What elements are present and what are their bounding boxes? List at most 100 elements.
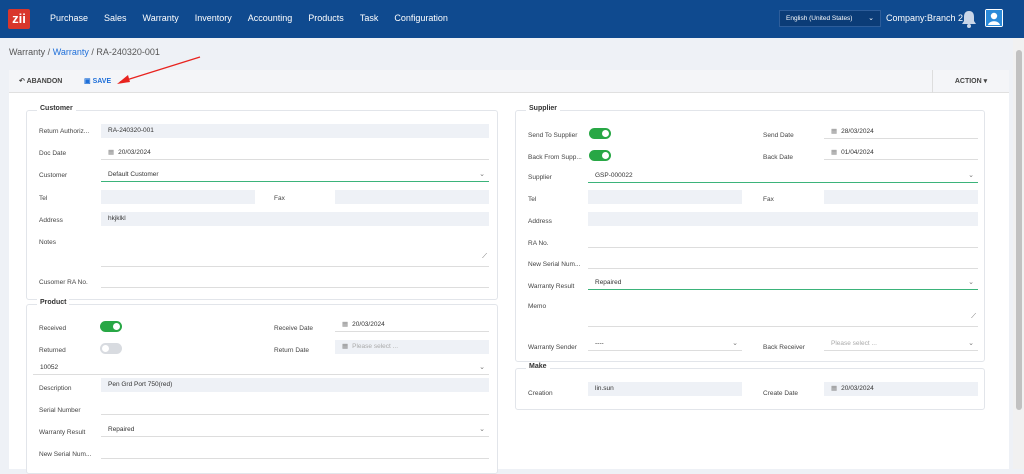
received-toggle[interactable] — [100, 321, 122, 332]
serial-number-field[interactable] — [101, 401, 489, 415]
customer-panel: Customer Return Authoriz... RA-240320-00… — [26, 105, 498, 300]
return-date-field[interactable]: ▦ Please select ... — [335, 340, 489, 354]
back-from-supplier-toggle[interactable] — [589, 150, 611, 161]
supplier-value: GSP-000022 — [595, 172, 633, 179]
supplier-warranty-result-select[interactable]: Repaired ⌄ — [588, 276, 978, 290]
page-scrollbar[interactable] — [1013, 38, 1024, 469]
chevron-down-icon: ⌄ — [479, 426, 485, 433]
back-date-field[interactable]: ▦ 01/04/2024 — [824, 146, 978, 160]
supplier-new-serial-label: New Serial Num... — [528, 261, 581, 268]
calendar-icon: ▦ — [108, 149, 115, 156]
supplier-fax-label: Fax — [763, 196, 774, 203]
nav-task[interactable]: Task — [359, 13, 379, 23]
action-dropdown[interactable]: ACTION ▾ — [932, 70, 1009, 93]
serial-number-label: Serial Number — [39, 407, 81, 414]
product-warranty-result-value: Repaired — [108, 426, 135, 433]
description-field[interactable]: Pen Grd Port 750(red) — [101, 378, 489, 392]
warranty-sender-value: ---- — [595, 340, 604, 347]
nav-configuration[interactable]: Configuration — [394, 13, 448, 23]
return-date-label: Return Date — [274, 347, 310, 354]
doc-date-value: 20/03/2024 — [118, 149, 151, 156]
notes-textarea[interactable]: ⟋ — [101, 234, 489, 267]
save-button[interactable]: ▣ SAVE — [84, 77, 111, 85]
user-avatar-icon[interactable] — [985, 9, 1003, 27]
address-label: Address — [39, 217, 63, 224]
nav-accounting[interactable]: Accounting — [247, 13, 293, 23]
notes-label: Notes — [39, 239, 56, 246]
receive-date-label: Receive Date — [274, 325, 314, 332]
top-navbar: zii Purchase Sales Warranty Inventory Ac… — [0, 0, 1024, 38]
chevron-down-icon: ⌄ — [479, 364, 485, 371]
customer-select[interactable]: Default Customer ⌄ — [101, 168, 489, 182]
supplier-new-serial-field[interactable] — [588, 255, 978, 269]
memo-textarea[interactable]: ⟋ — [588, 299, 978, 327]
breadcrumb-link-warranty[interactable]: Warranty — [52, 47, 89, 57]
calendar-icon: ▦ — [831, 128, 838, 135]
supplier-address-label: Address — [528, 218, 552, 225]
annotation-arrow — [117, 56, 201, 84]
form-content: Customer Return Authoriz... RA-240320-00… — [9, 93, 1009, 474]
creation-label: Creation — [528, 390, 553, 397]
abandon-button[interactable]: ↶ ABANDON — [19, 77, 62, 85]
customer-ra-label: Cusomer RA No. — [39, 279, 88, 286]
product-new-serial-field[interactable] — [101, 445, 489, 459]
product-warranty-result-label: Warranty Result — [39, 429, 86, 436]
supplier-fax-field[interactable] — [824, 190, 978, 204]
return-auth-field[interactable]: RA-240320-001 — [101, 124, 489, 138]
supplier-panel: Supplier Send To Supplier Send Date ▦ 28/… — [515, 105, 985, 362]
create-date-field[interactable]: ▦ 20/03/2024 — [824, 382, 978, 396]
supplier-select[interactable]: GSP-000022 ⌄ — [588, 169, 978, 183]
floppy-disk-icon: ▣ — [84, 78, 91, 85]
resize-handle-icon[interactable]: ⟋ — [482, 253, 487, 260]
nav-sales[interactable]: Sales — [104, 13, 127, 23]
supplier-tel-field[interactable] — [588, 190, 742, 204]
supplier-address-field[interactable] — [588, 212, 978, 226]
product-panel: Product Received Receive Date ▦ 20/03/202… — [26, 299, 498, 474]
company-label[interactable]: Company:Branch 2 — [886, 13, 964, 23]
product-code-select[interactable]: 10052 ⌄ — [33, 361, 489, 375]
bell-icon[interactable] — [961, 10, 977, 28]
breadcrumb-root[interactable]: Warranty — [9, 47, 46, 57]
return-auth-label: Return Authoriz... — [39, 128, 90, 135]
back-receiver-label: Back Receiver — [763, 344, 805, 351]
send-date-field[interactable]: ▦ 28/03/2024 — [824, 125, 978, 139]
main-nav: Purchase Sales Warranty Inventory Accoun… — [50, 13, 464, 23]
nav-products[interactable]: Products — [308, 13, 344, 23]
back-receiver-placeholder: Please select ... — [831, 340, 877, 347]
nav-inventory[interactable]: Inventory — [194, 13, 232, 23]
ra-no-field[interactable] — [588, 234, 978, 248]
memo-label: Memo — [528, 303, 547, 310]
calendar-icon: ▦ — [342, 343, 349, 350]
chevron-down-icon: ⌄ — [732, 340, 738, 347]
tel-field[interactable] — [101, 190, 255, 204]
chevron-down-icon: ⌄ — [968, 279, 974, 286]
app-logo[interactable]: zii — [8, 9, 30, 29]
ra-no-label: RA No. — [528, 240, 549, 247]
fax-field[interactable] — [335, 190, 489, 204]
nav-purchase[interactable]: Purchase — [50, 13, 89, 23]
creation-field[interactable]: lin.sun — [588, 382, 742, 396]
doc-date-field[interactable]: ▦ 20/03/2024 — [101, 146, 489, 160]
receive-date-field[interactable]: ▦ 20/03/2024 — [335, 318, 489, 332]
resize-handle-icon[interactable]: ⟋ — [971, 313, 976, 320]
calendar-icon: ▦ — [342, 321, 349, 328]
returned-toggle[interactable] — [100, 343, 122, 354]
warranty-sender-select[interactable]: ---- ⌄ — [588, 337, 742, 351]
nav-warranty[interactable]: Warranty — [142, 13, 179, 23]
send-to-supplier-toggle[interactable] — [589, 128, 611, 139]
save-label: SAVE — [92, 78, 112, 85]
scrollbar-thumb[interactable] — [1016, 50, 1022, 410]
supplier-warranty-result-label: Warranty Result — [528, 283, 575, 290]
breadcrumb-current: RA-240320-001 — [96, 47, 160, 57]
customer-ra-field[interactable] — [101, 274, 489, 288]
tel-label: Tel — [39, 195, 48, 202]
address-field[interactable]: hkjklkl — [101, 212, 489, 226]
language-select[interactable]: English (United States) ⌄ — [779, 10, 881, 27]
receive-date-value: 20/03/2024 — [352, 321, 385, 328]
back-receiver-select[interactable]: Please select ... ⌄ — [824, 337, 978, 351]
create-date-label: Create Date — [763, 390, 799, 397]
product-warranty-result-select[interactable]: Repaired ⌄ — [101, 423, 489, 437]
send-date-label: Send Date — [763, 132, 794, 139]
warranty-sender-label: Warranty Sender — [528, 344, 577, 351]
calendar-icon: ▦ — [831, 385, 838, 392]
